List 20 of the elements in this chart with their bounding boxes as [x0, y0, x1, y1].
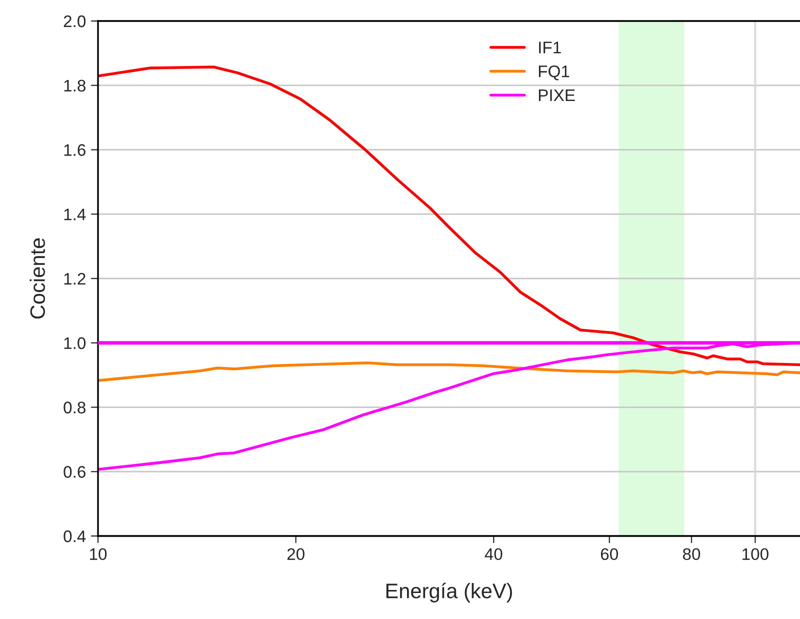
legend-label: IF1	[539, 42, 561, 54]
x-tick-label: 80	[682, 548, 700, 560]
legend-label: FQ1	[538, 65, 570, 80]
y-tick-label: 1.2	[64, 272, 86, 285]
y-tick-label: 1.4	[64, 208, 86, 220]
x-axis-title: Energía (keV)	[386, 582, 512, 602]
y-tick-label: 0.4	[64, 530, 86, 542]
x-tick-label: 40	[484, 548, 502, 560]
y-axis-title: Cociente	[30, 238, 46, 319]
y-tick-label: 1.6	[64, 144, 86, 156]
x-tick-label: 10	[90, 548, 107, 560]
y-tick-label: 1.0	[64, 337, 86, 350]
y-tick-label: 2.0	[64, 15, 86, 28]
legend-label: PIXE	[538, 90, 575, 101]
x-tick-label: 20	[287, 548, 304, 560]
y-tick-label: 0.6	[64, 466, 86, 478]
y-tick-label: 1.8	[64, 80, 86, 92]
y-tick-label: 0.8	[64, 402, 86, 414]
x-tick-label: 100	[742, 548, 768, 560]
x-tick-label: 60	[600, 548, 618, 560]
